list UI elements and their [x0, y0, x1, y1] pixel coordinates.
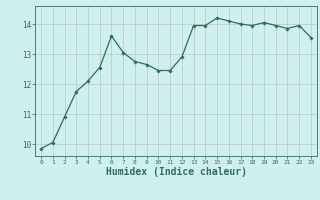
X-axis label: Humidex (Indice chaleur): Humidex (Indice chaleur)	[106, 167, 246, 177]
